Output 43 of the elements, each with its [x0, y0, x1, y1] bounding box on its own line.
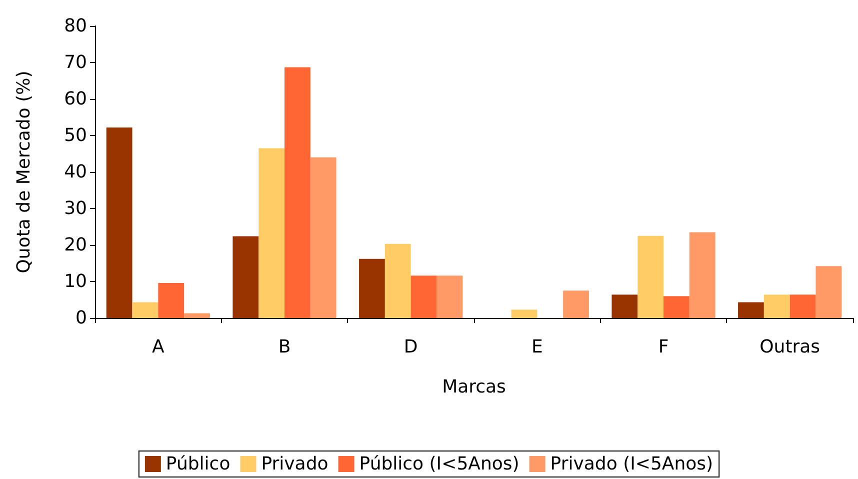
bar — [258, 148, 284, 318]
bar — [638, 236, 664, 318]
y-axis-title: Quota de Mercado (%) — [14, 70, 34, 274]
y-tick-label: 40 — [64, 162, 87, 182]
bar — [284, 67, 310, 318]
x-tick-label: Outras — [760, 336, 820, 358]
legend-label: Privado — [261, 454, 328, 474]
bar — [132, 302, 158, 318]
bar — [158, 282, 184, 318]
bar — [563, 290, 589, 318]
x-tick-label: D — [404, 336, 418, 358]
bar — [106, 127, 132, 318]
bar — [664, 296, 690, 318]
y-tick-label: 80 — [64, 16, 87, 36]
legend-label: Privado (I<5Anos) — [550, 454, 714, 474]
bar — [184, 313, 210, 318]
bar — [511, 310, 538, 318]
x-axis-title: Marcas — [442, 376, 506, 398]
bar — [310, 157, 336, 318]
bar — [384, 244, 411, 318]
y-tick-label: 20 — [64, 234, 87, 256]
bar — [436, 276, 463, 318]
bar — [689, 232, 716, 318]
y-tick-label: 50 — [64, 125, 87, 146]
legend-label: Público (I<5Anos) — [359, 454, 520, 474]
bar — [816, 266, 842, 318]
y-tick-label: 60 — [64, 88, 87, 110]
y-tick-label: 10 — [64, 271, 87, 292]
bar — [612, 294, 638, 318]
bar — [738, 302, 764, 318]
y-tick-label: 30 — [64, 198, 87, 219]
bar — [764, 294, 790, 318]
x-tick-label: B — [278, 336, 291, 358]
bar — [232, 236, 259, 318]
y-tick-label: 0 — [76, 308, 87, 328]
bar — [790, 294, 816, 318]
x-tick-label: E — [531, 336, 543, 358]
x-tick-label: A — [152, 336, 166, 358]
legend-label: Público — [166, 454, 230, 474]
y-tick-label: 70 — [64, 52, 87, 73]
bar — [410, 276, 437, 318]
x-tick-label: F — [658, 336, 669, 358]
bar — [359, 258, 385, 318]
